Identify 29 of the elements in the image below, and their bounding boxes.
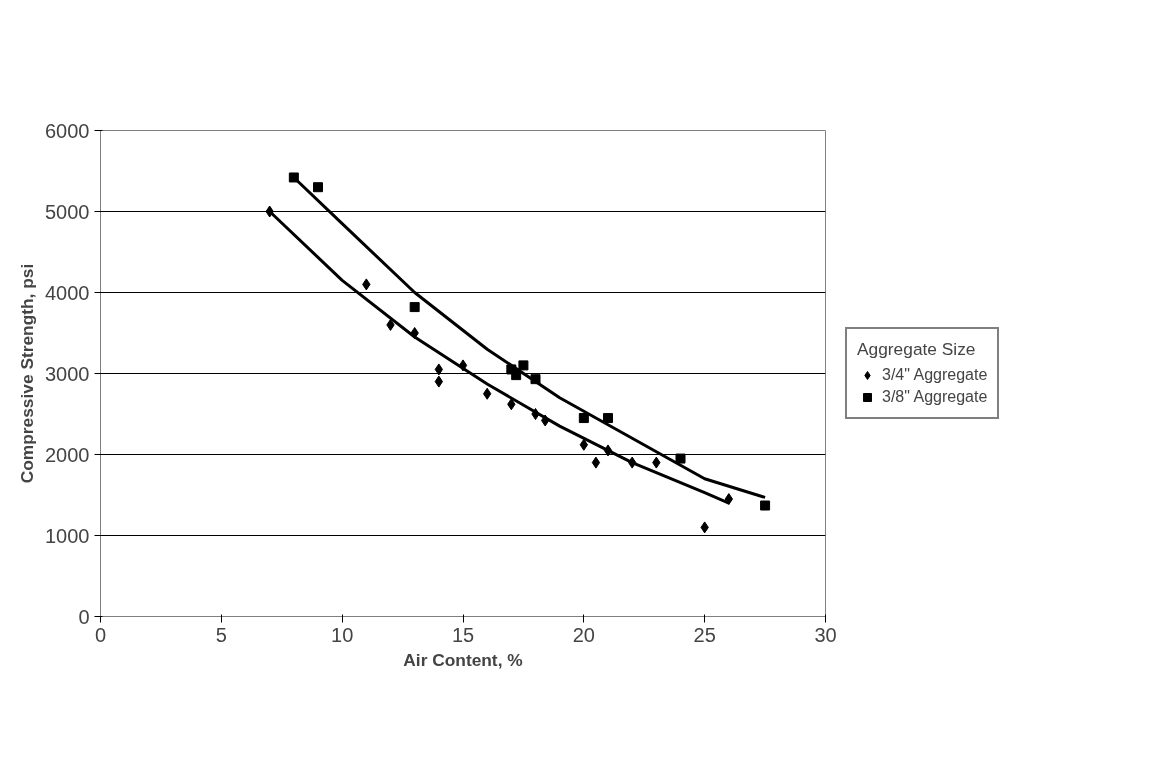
legend-label: 3/4" Aggregate [882, 366, 988, 384]
y-tick-label: 6000 [45, 119, 90, 142]
point [409, 302, 420, 313]
y-tick-label: 3000 [45, 362, 90, 385]
point [591, 456, 601, 469]
x-tick-label: 25 [693, 623, 716, 646]
y-tick-label: 4000 [45, 281, 90, 304]
point [760, 500, 771, 511]
y-tick-label: 0 [78, 605, 90, 628]
x-axis-title: Air Content, % [403, 649, 523, 670]
x-tick-label: 5 [215, 623, 227, 646]
point [578, 413, 589, 424]
x-tick-label: 30 [814, 623, 837, 646]
legend-title: Aggregate Size [857, 339, 977, 360]
point [313, 182, 323, 193]
point [675, 453, 686, 464]
legend-label: 3/8" Aggregate [882, 388, 988, 406]
y-axis-title: Compressive Strength, psi [17, 263, 38, 484]
x-tick-label: 15 [451, 623, 475, 646]
y-tick-label: 5000 [45, 200, 90, 223]
point [511, 370, 522, 381]
x-tick-label: 0 [94, 623, 107, 646]
point [603, 413, 613, 424]
y-tick-label: 1000 [45, 524, 90, 547]
point [288, 172, 299, 183]
point [518, 360, 529, 371]
x-tick-label: 10 [331, 623, 354, 646]
x-tick-label: 20 [572, 623, 595, 646]
y-tick-label: 2000 [45, 443, 90, 466]
